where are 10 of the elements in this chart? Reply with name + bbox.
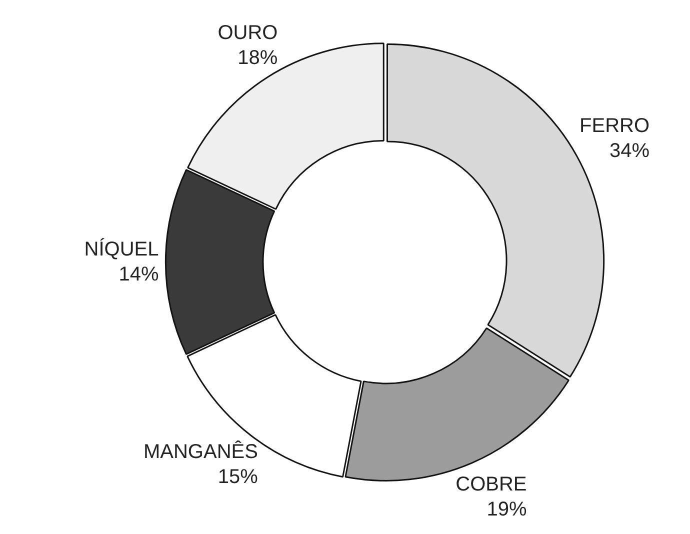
slice-label: FERRO: [580, 115, 650, 138]
slice-label: NÍQUEL: [84, 238, 159, 261]
slice-label: COBRE: [456, 474, 527, 496]
slice-label: MANGANÊS: [143, 440, 258, 463]
data-label: 34%: [610, 140, 650, 162]
data-label: 15%: [218, 466, 258, 488]
data-label: 14%: [118, 264, 159, 286]
data-label: 18%: [238, 47, 278, 70]
data-label: 19%: [486, 498, 527, 521]
slice-label: OURO: [218, 22, 278, 44]
